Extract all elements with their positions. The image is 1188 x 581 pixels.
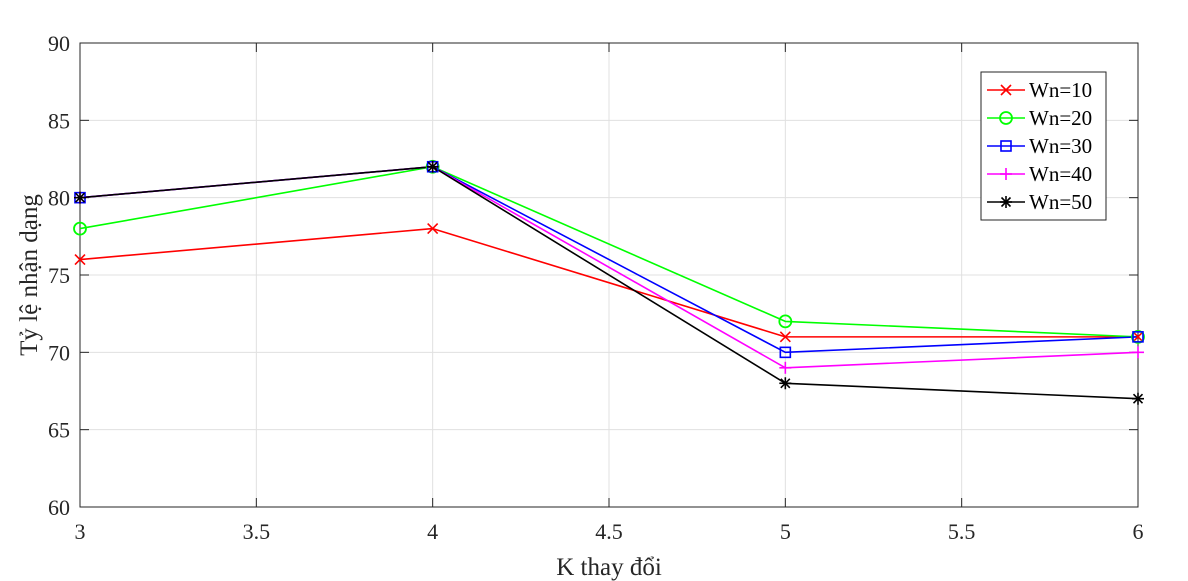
legend-item: Wn=40 [987,162,1092,186]
marker-x [1000,84,1012,96]
data-point [74,191,86,204]
data-point [1132,331,1144,343]
series-line-wn-10 [79,227,1138,338]
data-point [1132,331,1144,343]
y-tick-label: 60 [48,495,70,520]
legend-item: Wn=10 [987,78,1092,102]
data-point [1131,329,1145,344]
data-point [1132,392,1144,405]
x-tick-label: 5.5 [948,519,976,544]
y-axis-title: Tỷ lệ nhận dạng [16,194,43,356]
legend-label: Wn=30 [1029,134,1092,158]
legend-label: Wn=20 [1029,106,1092,130]
marker-o [999,111,1013,125]
legend-item: Wn=20 [987,106,1092,130]
legend-item: Wn=50 [987,190,1092,214]
series-line-wn-20 [79,165,1139,338]
data-point [426,160,439,173]
x-tick-label: 5 [780,519,791,544]
y-tick-label: 85 [48,108,70,133]
series-line-wn-50 [79,165,1139,400]
x-tick-label: 6 [1133,519,1144,544]
x-tick-label: 4 [427,519,438,544]
data-point [427,223,439,235]
legend-item: Wn=30 [987,134,1092,158]
data-point [778,314,793,329]
y-tick-label: 65 [48,418,70,443]
x-tick-label: 3.5 [243,519,271,544]
data-point [74,253,86,266]
y-tick-label: 70 [48,340,70,365]
data-point [779,377,792,390]
data-point [73,221,87,236]
legend-label: Wn=40 [1029,162,1092,186]
legend: Wn=10 Wn=20 Wn=30 Wn=40 Wn=50 [980,71,1107,221]
marker-+ [1000,168,1012,180]
axis-ticks: 3 3.5 4 4.5 5 5.5 6 60 65 70 75 80 85 90 [48,31,1144,544]
data-point [779,346,792,359]
marker-group [73,159,1145,405]
data-point [779,331,791,343]
x-axis-title: K thay đổi [556,554,662,581]
y-tick-label: 90 [48,31,70,56]
marker-s [1000,140,1012,152]
y-tick-label: 75 [48,263,70,288]
x-tick-label: 3 [75,519,86,544]
legend-label: Wn=10 [1029,78,1092,102]
data-point [1132,346,1144,359]
marker-* [1000,196,1012,208]
x-tick-label: 4.5 [595,519,623,544]
data-point [779,361,792,374]
y-tick-label: 80 [48,186,70,211]
legend-label: Wn=50 [1029,190,1092,214]
series-group [79,165,1139,400]
